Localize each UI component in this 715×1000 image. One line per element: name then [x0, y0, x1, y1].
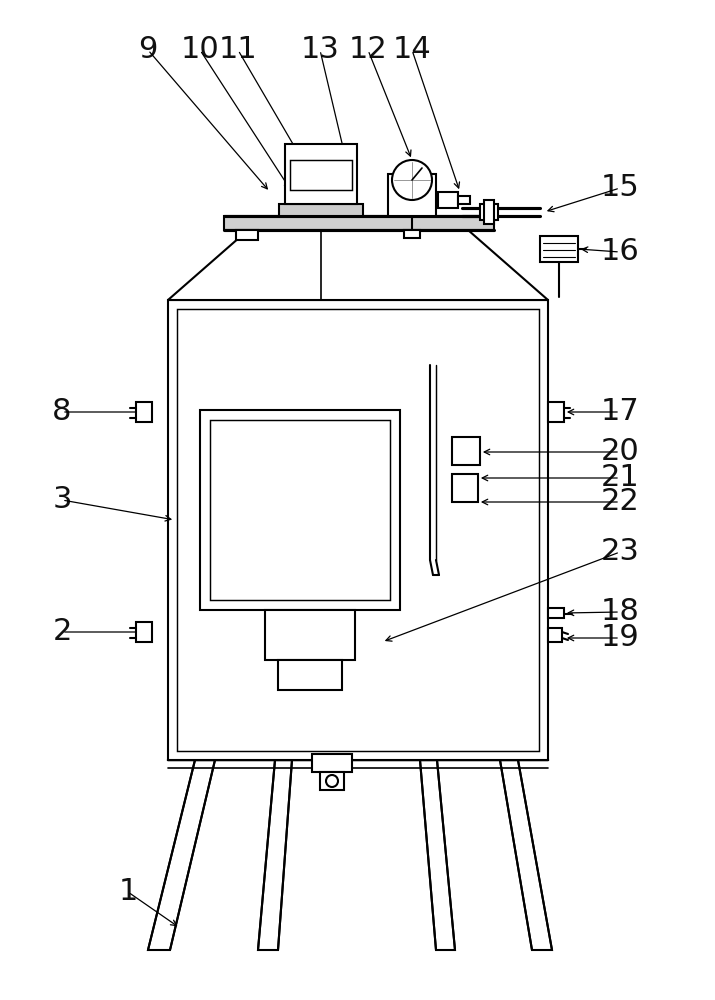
Bar [236, 230, 258, 240]
Bar [136, 622, 152, 642]
Text: 2: 2 [52, 617, 72, 647]
Bar [548, 628, 562, 642]
Text: 16: 16 [601, 237, 639, 266]
Text: 3: 3 [52, 486, 72, 514]
Circle shape [326, 775, 338, 787]
Text: 22: 22 [601, 488, 639, 516]
Polygon shape [148, 760, 215, 950]
Bar [177, 309, 539, 751]
Polygon shape [420, 760, 455, 950]
Text: 9: 9 [138, 35, 158, 64]
Text: 18: 18 [601, 597, 639, 626]
Bar [452, 437, 480, 465]
Text: 21: 21 [601, 464, 639, 492]
Bar [404, 230, 420, 238]
Bar [438, 192, 458, 208]
Bar [265, 610, 355, 660]
Text: 15: 15 [601, 174, 639, 202]
Circle shape [392, 160, 432, 200]
Polygon shape [258, 760, 292, 950]
Bar [279, 204, 363, 216]
Bar [210, 420, 390, 600]
Text: 20: 20 [601, 438, 639, 466]
Bar [290, 160, 352, 190]
Bar [224, 216, 494, 230]
Bar [548, 402, 564, 422]
Bar [136, 402, 152, 422]
Bar [480, 204, 498, 220]
Bar [484, 200, 494, 224]
Bar [312, 754, 352, 772]
Bar [320, 772, 344, 790]
Bar [458, 196, 470, 204]
Text: 17: 17 [601, 397, 639, 426]
Bar [278, 660, 342, 690]
Text: 11: 11 [219, 35, 257, 64]
Text: 1: 1 [118, 878, 138, 906]
Text: 19: 19 [601, 624, 639, 652]
Bar [548, 608, 564, 618]
Bar [388, 174, 436, 216]
Text: 12: 12 [349, 35, 388, 64]
Polygon shape [168, 230, 548, 300]
Bar [168, 300, 548, 760]
Text: 10: 10 [181, 35, 220, 64]
Text: 23: 23 [601, 538, 639, 566]
Text: 8: 8 [52, 397, 72, 426]
Bar [452, 474, 478, 502]
Bar [540, 236, 578, 262]
Text: 14: 14 [393, 35, 431, 64]
Polygon shape [500, 760, 552, 950]
Bar [285, 144, 357, 204]
Text: 13: 13 [300, 35, 340, 64]
Bar [200, 410, 400, 610]
